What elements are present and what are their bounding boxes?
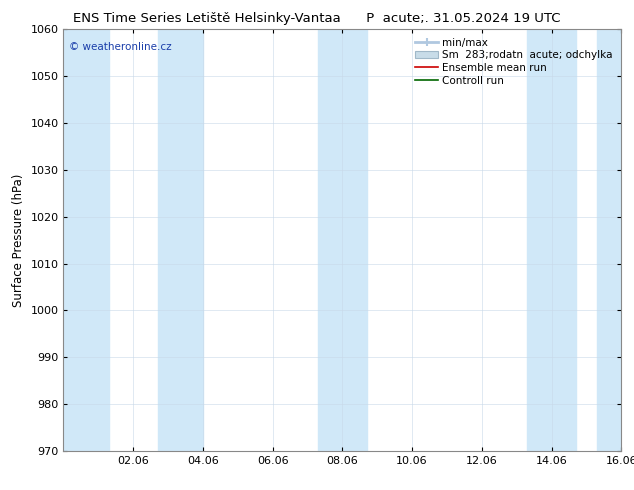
- Text: © weatheronline.cz: © weatheronline.cz: [69, 42, 172, 52]
- Bar: [597, 29, 621, 451]
- Text: ENS Time Series Letiště Helsinky-Vantaa      P  acute;. 31.05.2024 19 UTC: ENS Time Series Letiště Helsinky-Vantaa …: [74, 12, 560, 25]
- Bar: [157, 29, 203, 451]
- Y-axis label: Surface Pressure (hPa): Surface Pressure (hPa): [12, 173, 25, 307]
- Bar: [527, 29, 576, 451]
- Legend: min/max, Sm  283;rodatn  acute; odchylka, Ensemble mean run, Controll run: min/max, Sm 283;rodatn acute; odchylka, …: [412, 35, 616, 89]
- Bar: [63, 29, 109, 451]
- Bar: [318, 29, 366, 451]
